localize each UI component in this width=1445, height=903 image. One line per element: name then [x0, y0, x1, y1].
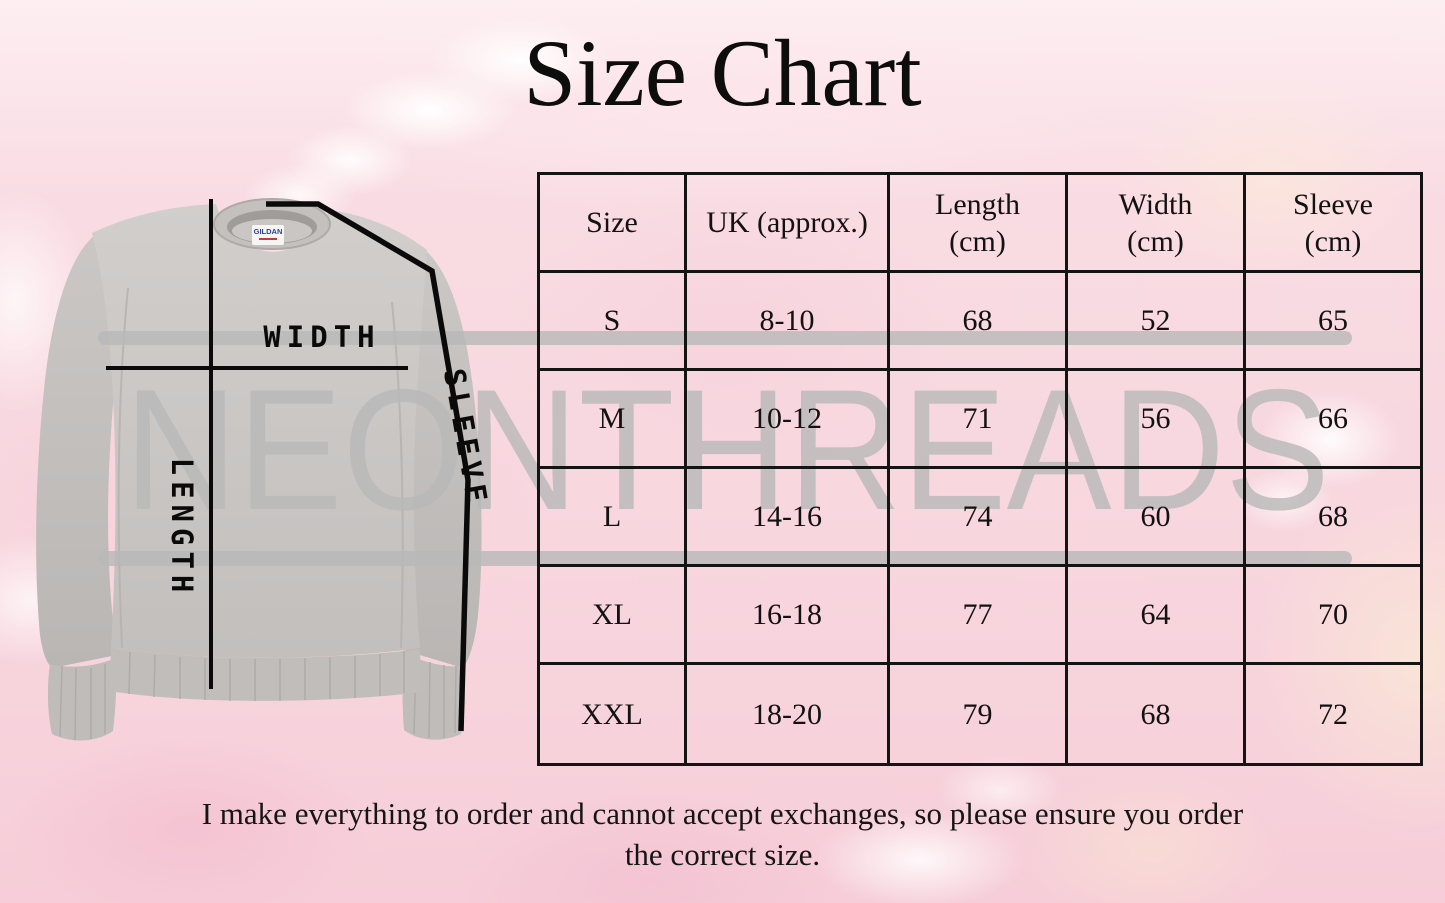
table-header-cell: Width (cm) — [1068, 175, 1246, 273]
sleeve-label: SLEEVE — [437, 366, 495, 511]
watermark-bar-top — [98, 331, 1352, 345]
table-value-cell: 70 — [1246, 567, 1420, 665]
watermark-bar-bottom — [98, 551, 1352, 566]
table-header-cell: Size — [540, 175, 687, 273]
table-value-cell: 52 — [1068, 273, 1246, 371]
page-title: Size Chart — [523, 20, 922, 126]
table-value-cell: 10-12 — [687, 371, 890, 469]
table-value-cell: 71 — [890, 371, 1068, 469]
table-value-cell: 8-10 — [687, 273, 890, 371]
left-cuff — [47, 658, 117, 741]
table-size-cell: S — [540, 273, 687, 371]
table-value-cell: 74 — [890, 469, 1068, 567]
table-value-cell: 68 — [1246, 469, 1420, 567]
hem-band — [110, 648, 421, 701]
length-label: LENGTH — [165, 458, 199, 599]
table-value-cell: 72 — [1318, 697, 1348, 731]
footer-note: I make everything to order and cannot ac… — [0, 793, 1445, 875]
table-value-cell: 77 — [890, 567, 1068, 665]
table-size-cell: M — [540, 371, 687, 469]
table-value-cell: 68 — [1068, 665, 1246, 763]
table-header-cell: UK (approx.) — [687, 175, 890, 273]
table-size-cell: XXL — [540, 665, 687, 763]
table-value-cell: 64 — [1068, 567, 1246, 665]
table-value-cell: 68 — [890, 273, 1068, 371]
table-value-cell: 65 — [1246, 273, 1420, 371]
table-value-cell: 16-18 — [687, 567, 890, 665]
sleeve-measure-line — [266, 201, 471, 732]
table-value-cell: 79 — [890, 665, 1068, 763]
table-size-cell: L — [540, 469, 687, 567]
size-table: Size UK (approx.) Length (cm) Width (cm) Sleev… — [537, 172, 1423, 766]
table-value-cell: 18-20 — [687, 665, 890, 763]
footer-line-2: the correct size. — [624, 837, 821, 872]
width-label: WIDTH — [263, 320, 380, 354]
table-size-cell: XL — [540, 567, 687, 665]
watermark-text: NEONTHREADS — [124, 354, 1330, 546]
table-header-cell: Length (cm) — [890, 175, 1068, 273]
brand-tag-text: GILDAN — [254, 227, 283, 236]
table-header-cell: Sleeve (cm) — [1246, 175, 1420, 273]
footer-line-1: I make everything to order and cannot ac… — [201, 796, 1244, 831]
table-value-cell: 66 — [1246, 371, 1420, 469]
table-value-cell: 14-16 — [687, 469, 890, 567]
table-value-cell: 60 — [1068, 469, 1246, 567]
table-value-cell: 56 — [1068, 371, 1246, 469]
brand-tag: GILDAN — [252, 225, 284, 245]
